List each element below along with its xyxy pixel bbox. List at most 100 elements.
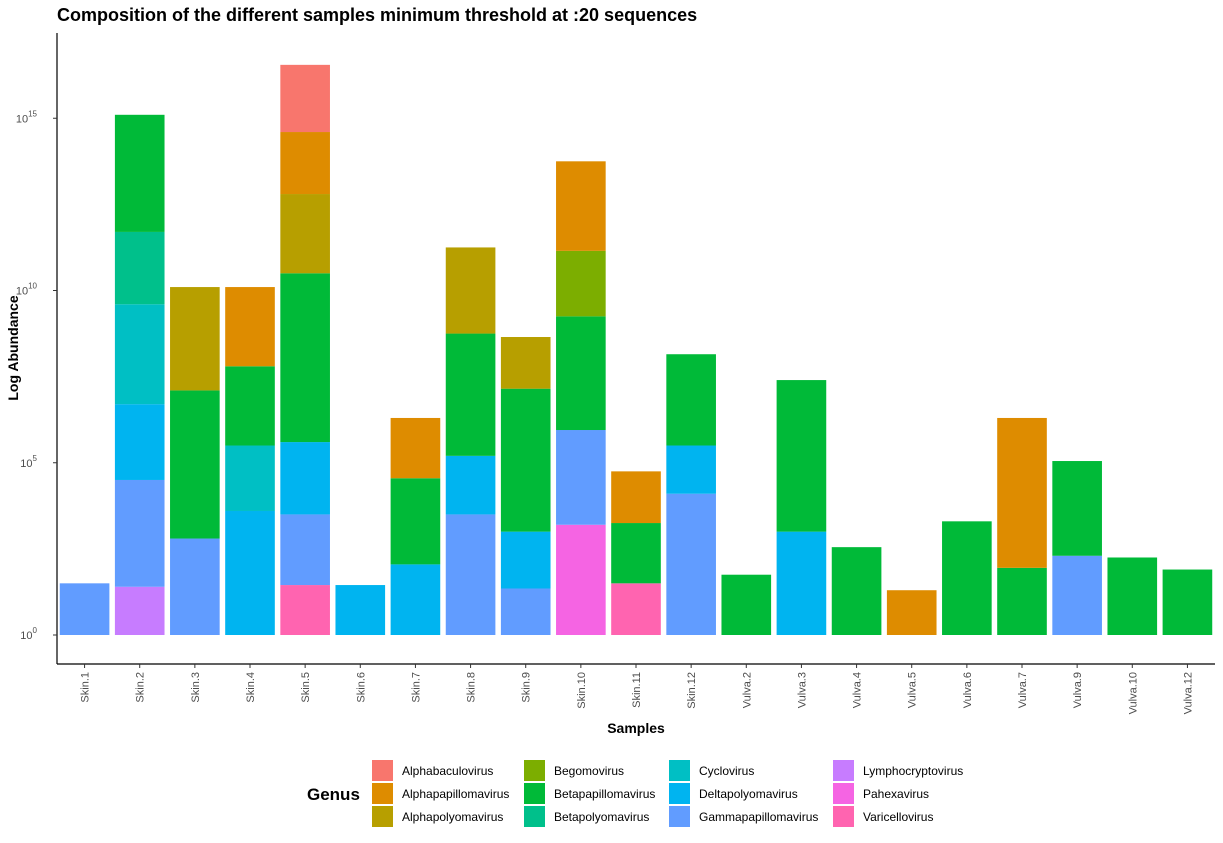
bar-segment-vulva-10-betapapillomavirus [1107, 557, 1158, 635]
bar-segment-vulva-6-betapapillomavirus [942, 521, 992, 635]
x-axis-ticks: Skin.1 Skin.2 Skin.3 Skin.4 Skin.5 Skin.6 Skin… [80, 664, 1194, 714]
bar-segment-skin-10-pahexavirus [556, 524, 606, 635]
bar-segment-skin-2-cyclovirus [114, 304, 165, 405]
x-tick-label: Vulva.2 [741, 672, 753, 708]
x-tick-label: Vulva.12 [1182, 672, 1194, 714]
bar-segment-skin-9-deltapolyomavirus [500, 531, 551, 589]
y-tick-label: 100 [20, 626, 37, 642]
bar-segment-skin-2-lymphocryptovirus [114, 586, 165, 635]
legend-swatch-deltapolyomavirus [669, 783, 690, 804]
bar-segment-skin-3-betapapillomavirus [170, 390, 220, 539]
bar-segment-vulva-3-deltapolyomavirus [776, 531, 827, 635]
bar-segment-skin-9-betapapillomavirus [500, 388, 551, 532]
y-axis-ticks: 100 105 1010 1015 [16, 109, 57, 642]
bar-segment-skin-10-begomovirus [556, 250, 606, 317]
legend-swatch-lymphocryptovirus [833, 760, 854, 781]
legend-label-alphapolyomavirus: Alphapolyomavirus [402, 810, 503, 824]
bars-layer [59, 64, 1213, 635]
bar-segment-skin-3-gammapapillomavirus [170, 538, 220, 635]
bar-segment-skin-7-betapapillomavirus [390, 478, 441, 565]
x-tick-label: Skin.4 [245, 672, 257, 703]
bar-segment-skin-12-betapapillomavirus [666, 354, 716, 446]
x-tick-label: Vulva.3 [796, 672, 808, 708]
bar-segment-skin-9-alphapolyomavirus [500, 337, 551, 389]
legend-swatch-begomovirus [524, 760, 545, 781]
legend-label-lymphocryptovirus: Lymphocryptovirus [863, 764, 963, 778]
x-axis-title: Samples [607, 720, 665, 736]
bar-segment-skin-2-betapapillomavirus [114, 114, 165, 232]
bar-segment-skin-8-alphapolyomavirus [445, 247, 496, 334]
bar-segment-skin-4-deltapolyomavirus [225, 510, 275, 635]
bar-segment-skin-4-betapapillomavirus [225, 366, 275, 446]
x-tick-label: Skin.1 [80, 672, 92, 703]
legend-swatch-varicellovirus [833, 806, 854, 827]
x-tick-label: Skin.3 [190, 672, 202, 703]
bar-segment-skin-11-varicellovirus [611, 583, 661, 635]
bar-segment-skin-2-deltapolyomavirus [114, 404, 165, 480]
bar-segment-skin-4-alphapapillomavirus [225, 287, 275, 367]
x-tick-label: Skin.8 [466, 672, 478, 703]
x-tick-label: Vulva.5 [907, 672, 919, 708]
bar-segment-skin-2-gammapapillomavirus [114, 479, 165, 587]
legend-swatch-betapapillomavirus [524, 783, 545, 804]
legend: Genus Alphabaculovirus Alphapapillomaviru… [307, 760, 963, 827]
x-tick-label: Skin.10 [576, 672, 588, 709]
bar-segment-skin-10-betapapillomavirus [556, 316, 606, 431]
bar-segment-skin-8-gammapapillomavirus [445, 514, 496, 635]
y-tick-label: 105 [20, 454, 37, 470]
y-tick-label: 1010 [16, 282, 38, 298]
bar-segment-vulva-9-betapapillomavirus [1052, 461, 1102, 556]
x-tick-label: Skin.12 [686, 672, 698, 709]
bar-segment-vulva-5-alphapapillomavirus [886, 590, 937, 635]
bar-segment-skin-5-alphabaculovirus [280, 64, 330, 133]
bar-segment-skin-5-betapapillomavirus [280, 273, 330, 443]
bar-segment-skin-12-deltapolyomavirus [666, 445, 716, 494]
bar-segment-skin-8-deltapolyomavirus [445, 455, 496, 515]
legend-label-alphapapillomavirus: Alphapapillomavirus [402, 787, 509, 801]
x-tick-label: Skin.5 [300, 672, 312, 703]
x-tick-label: Skin.2 [135, 672, 147, 703]
bar-segment-skin-5-alphapapillomavirus [280, 132, 330, 195]
x-tick-label: Vulva.6 [962, 672, 974, 708]
bar-segment-skin-10-gammapapillomavirus [556, 430, 606, 525]
bar-segment-vulva-12-betapapillomavirus [1162, 569, 1213, 635]
bar-segment-skin-5-varicellovirus [280, 585, 330, 635]
x-tick-label: Vulva.9 [1072, 672, 1084, 708]
legend-title: Genus [307, 785, 360, 804]
bar-segment-vulva-3-betapapillomavirus [776, 380, 827, 532]
bar-segment-vulva-7-betapapillomavirus [997, 567, 1047, 635]
bar-segment-skin-8-betapapillomavirus [445, 333, 496, 456]
bar-segment-vulva-2-betapapillomavirus [721, 574, 772, 635]
bar-segment-skin-5-gammapapillomavirus [280, 514, 330, 586]
legend-label-betapapillomavirus: Betapapillomavirus [554, 787, 655, 801]
legend-swatch-pahexavirus [833, 783, 854, 804]
legend-swatch-alphabaculovirus [372, 760, 393, 781]
bar-segment-skin-4-cyclovirus [225, 445, 275, 511]
bar-segment-skin-10-alphapapillomavirus [556, 161, 606, 251]
x-tick-label: Vulva.10 [1127, 672, 1139, 714]
bar-segment-skin-9-gammapapillomavirus [500, 588, 551, 635]
legend-label-cyclovirus: Cyclovirus [699, 764, 754, 778]
legend-label-begomovirus: Begomovirus [554, 764, 624, 778]
x-tick-label: Skin.9 [521, 672, 533, 703]
bar-segment-skin-2-betapolyomavirus [114, 231, 165, 305]
legend-label-gammapapillomavirus: Gammapapillomavirus [699, 810, 818, 824]
legend-swatch-cyclovirus [669, 760, 690, 781]
y-tick-label: 1015 [16, 109, 38, 125]
legend-label-betapolyomavirus: Betapolyomavirus [554, 810, 649, 824]
bar-segment-skin-11-betapapillomavirus [611, 523, 661, 584]
x-tick-label: Vulva.4 [852, 672, 864, 708]
bar-segment-skin-1-gammapapillomavirus [59, 583, 110, 635]
bar-segment-vulva-4-betapapillomavirus [831, 547, 882, 635]
legend-label-alphabaculovirus: Alphabaculovirus [402, 764, 493, 778]
chart-title: Composition of the different samples min… [57, 5, 697, 25]
bar-segment-skin-3-alphapolyomavirus [170, 287, 220, 391]
legend-label-varicellovirus: Varicellovirus [863, 810, 933, 824]
x-tick-label: Skin.7 [410, 672, 422, 703]
legend-swatch-alphapolyomavirus [372, 806, 393, 827]
bar-segment-skin-5-alphapolyomavirus [280, 194, 330, 274]
bar-segment-vulva-7-alphapapillomavirus [997, 417, 1047, 568]
bar-segment-skin-12-gammapapillomavirus [666, 493, 716, 635]
x-tick-label: Vulva.7 [1017, 672, 1029, 708]
